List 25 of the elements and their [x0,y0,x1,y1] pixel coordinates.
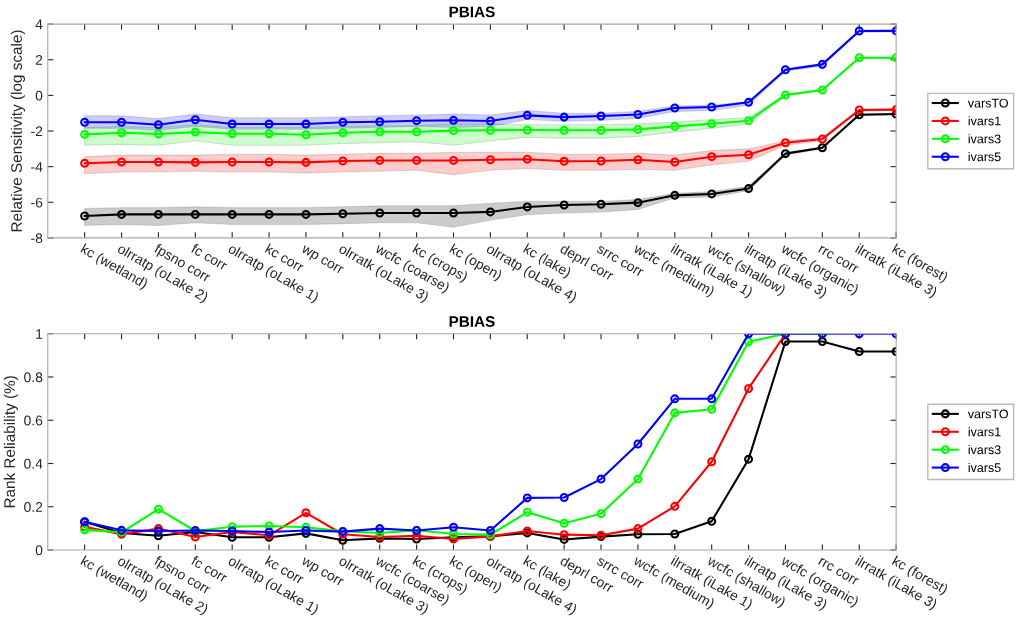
chart-title: PBIAS [449,6,495,18]
y-tick-label: -4 [31,162,43,172]
y-tick-label: 0 [35,90,43,101]
y-tick-label: 0.6 [24,415,43,426]
y-tick-label: 0.2 [24,502,43,512]
y-tick-label: 0.8 [24,372,43,383]
chart-title: PBIAS [449,316,495,327]
y-tick-label: -8 [31,233,43,244]
y-tick-label: 0.4 [24,458,43,469]
y-tick-label: 1 [36,329,43,339]
y-tick-label: -6 [31,197,43,208]
y-tick-label: -2 [31,126,43,137]
legend-label: varsTO [967,409,1008,419]
legend-label: ivars5 [968,462,1001,473]
legend-label: ivars3 [968,444,1001,455]
y-tick-label: 0 [35,545,43,556]
legend-label: varsTO [967,98,1008,108]
y-axis-title: Rank Reliability (%) [3,376,19,508]
y-tick-label: 2 [35,55,43,65]
legend-label: ivars1 [968,427,1001,437]
legend-label: ivars5 [968,152,1001,162]
y-tick-label: 4 [35,19,43,30]
legend-label: ivars1 [968,116,1001,126]
y-axis-title: Relative Sensitivity (log scale) [10,30,25,232]
legend-label: ivars3 [968,134,1001,144]
